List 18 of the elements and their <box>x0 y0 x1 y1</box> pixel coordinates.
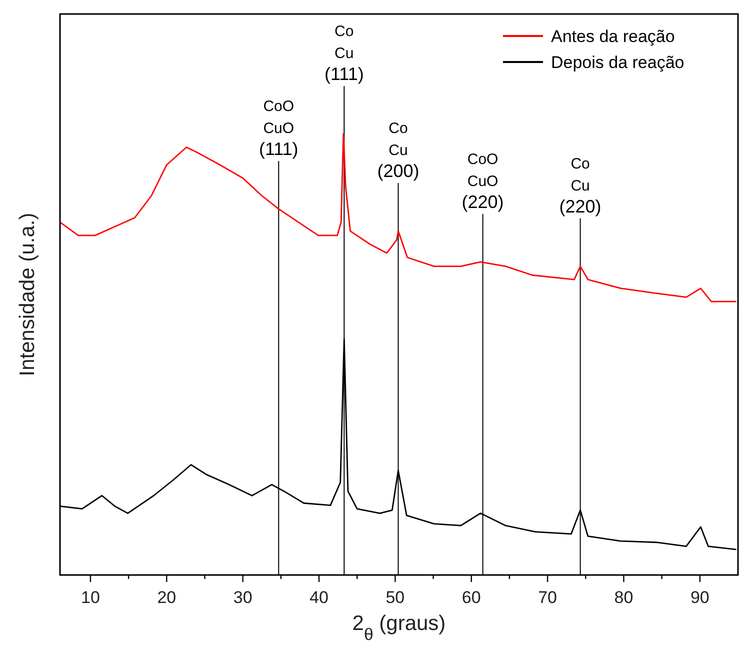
x-tick-label: 30 <box>233 588 252 607</box>
x-tick-label: 60 <box>462 588 481 607</box>
legend-label: Antes da reação <box>551 27 675 46</box>
x-tick-label: 90 <box>690 588 710 607</box>
legend-label: Depois da reação <box>551 53 684 72</box>
x-tick-label: 80 <box>614 588 634 607</box>
y-axis-title: Intensidade (u.a.) <box>16 212 39 376</box>
x-tick-label: 40 <box>310 588 328 607</box>
x-tick-label: 70 <box>538 588 558 607</box>
ref-line-label: Co Cu (220) <box>559 155 602 216</box>
ref-line-label: CoO CuO (111) <box>258 98 298 159</box>
x-tick-label: 10 <box>81 588 100 607</box>
x-axis-title: 2$_{θ}$ (graus) <box>352 612 446 644</box>
ref-line-label: CoO CuO (220) <box>462 150 504 212</box>
ref-line-label: Co Cu (200) <box>377 120 420 182</box>
x-tick-label: 20 <box>157 588 176 607</box>
ref-line-label: Co Cu (111) <box>324 23 364 84</box>
x-tick-label: 50 <box>386 588 405 607</box>
